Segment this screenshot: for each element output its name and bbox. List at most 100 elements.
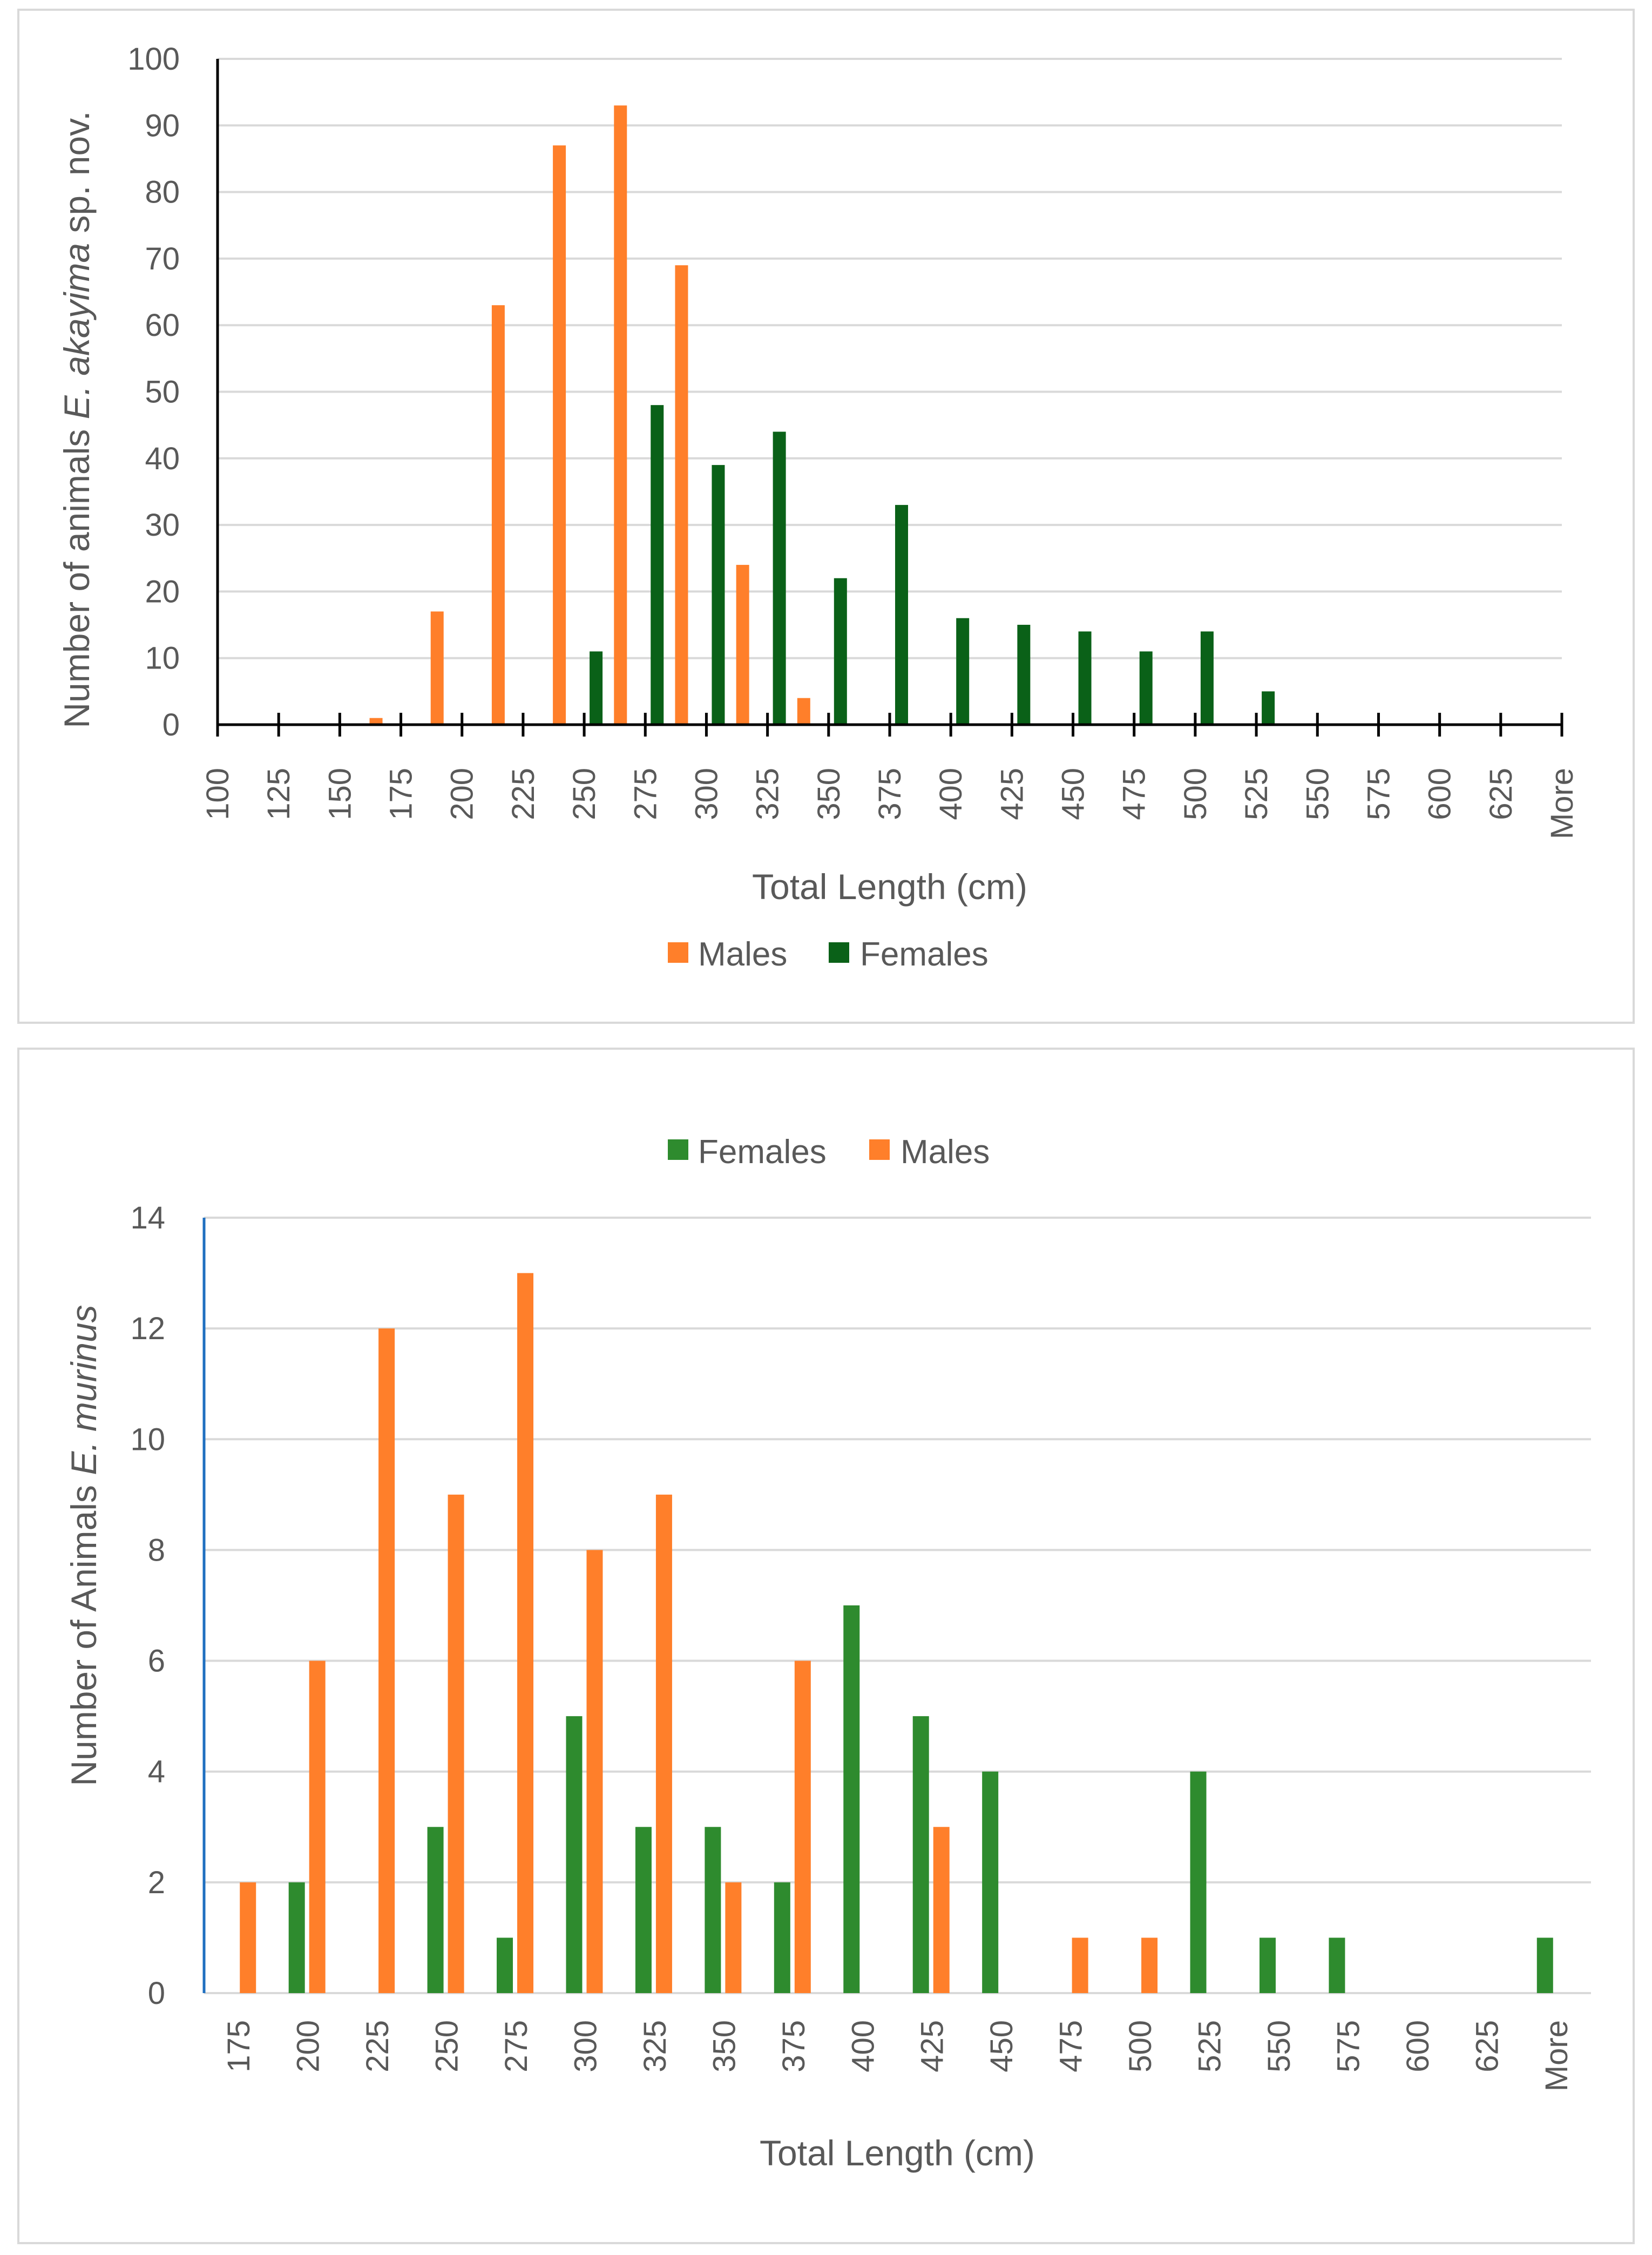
c2-x-axis-title: Total Length (cm) [760, 2133, 1035, 2173]
c1-y-tick-label: 50 [145, 375, 180, 410]
c1-x-tick-label: 275 [628, 768, 663, 820]
c1-legend-swatch-males [668, 942, 688, 963]
c1-legend-label-males: Males [698, 936, 787, 973]
c1-bar-males [736, 565, 749, 725]
c1-x-tick-label: 300 [689, 768, 724, 820]
c2-x-tick-label: 250 [430, 2020, 465, 2072]
c1-bar-females [712, 465, 725, 725]
c1-bar-females [956, 618, 970, 725]
c1-bar-females [651, 405, 664, 725]
c2-bar-females [635, 1827, 652, 1993]
c1-x-tick-label: 425 [994, 768, 1030, 820]
c1-bar-females [1200, 631, 1214, 725]
c2-y-axis-title: Number of Animals E. murinus [64, 1305, 104, 1786]
c1-y-tick-label: 30 [145, 508, 180, 543]
c1-axes [216, 59, 1563, 737]
c1-x-tick-label: 325 [750, 768, 786, 820]
c1-y-tick-label: 60 [145, 308, 180, 343]
c1-bar-males [675, 265, 688, 725]
c1-gridlines [218, 58, 1562, 659]
c1-x-tick-label: 600 [1423, 768, 1458, 820]
c1-x-tick-label: 625 [1484, 768, 1519, 820]
c2-x-tick-label: 275 [499, 2020, 534, 2072]
c1-x-tick-label: 550 [1300, 768, 1335, 820]
c2-legend: Females Males [668, 1133, 990, 1171]
c2-legend-label-males: Males [901, 1133, 990, 1171]
c2-legend-swatch-males [869, 1139, 890, 1160]
chart-murinus: 0 2 4 6 8 10 12 14 175 200 225 250 275 300 325 350 375 4… [64, 1133, 1591, 2173]
c2-x-tick-label: 525 [1193, 2020, 1228, 2072]
c2-x-tick-label: 550 [1262, 2020, 1297, 2072]
c1-bar-males [491, 305, 505, 725]
c1-x-axis-title: Total Length (cm) [752, 867, 1027, 907]
c2-x-tick-label: 375 [776, 2020, 811, 2072]
c2-bar-males [655, 1494, 672, 1993]
c2-y-tick-label: 6 [148, 1644, 165, 1679]
c2-bar-females [497, 1937, 513, 1993]
c2-bar-females [982, 1771, 999, 1993]
c1-x-tick-label: 450 [1056, 768, 1091, 820]
c1-legend-label-females: Females [860, 936, 989, 973]
c1-bar-females [1262, 691, 1275, 725]
c1-x-tick-label: More [1545, 768, 1580, 839]
c1-x-tick-label: 225 [506, 768, 541, 820]
c1-x-tick-label: 525 [1239, 768, 1274, 820]
c2-gridlines [204, 1217, 1591, 1994]
c1-x-tick-label: 575 [1361, 768, 1396, 820]
chart-panel-akayima [17, 9, 1635, 1024]
c1-bar-females [590, 651, 603, 725]
c2-bar-males [933, 1827, 950, 1993]
c2-x-tick-label: 600 [1400, 2020, 1436, 2072]
c2-bar-females [427, 1827, 444, 1993]
c2-bar-females [288, 1882, 305, 1993]
c1-y-tick-label: 70 [145, 241, 180, 276]
c2-x-tick-label: 225 [360, 2020, 395, 2072]
c2-y-tick-label: 2 [148, 1865, 165, 1900]
c2-x-tick-label: 500 [1123, 2020, 1158, 2072]
c1-x-tick-label: 475 [1117, 768, 1152, 820]
c2-legend-swatch-females [668, 1139, 688, 1160]
c2-bar-males [309, 1660, 326, 1993]
c1-bar-females [773, 431, 786, 725]
c2-bar-males [794, 1660, 811, 1993]
c1-x-tick-label: 175 [384, 768, 419, 820]
c1-bar-females [895, 505, 908, 725]
c2-y-tick-label: 12 [130, 1311, 165, 1346]
c2-bar-males [1072, 1937, 1088, 1993]
c2-y-tick-labels: 0 2 4 6 8 10 12 14 [130, 1200, 165, 2011]
c1-bar-males [369, 718, 383, 725]
c2-bar-females [912, 1716, 929, 1993]
c2-bar-females [1190, 1771, 1207, 1993]
c1-x-tick-labels: 100 125 150 175 200 225 250 275 300 325 350 375 400 4… [200, 768, 1580, 839]
c2-bar-females [566, 1716, 583, 1993]
c2-x-tick-label: 350 [707, 2020, 742, 2072]
c2-y-tick-label: 8 [148, 1532, 165, 1568]
c1-bar-males [430, 611, 444, 725]
c2-bar-males [517, 1273, 534, 1993]
c2-x-tick-label: 575 [1331, 2020, 1366, 2072]
c2-x-tick-labels: 175 200 225 250 275 300 325 350 375 400 425 450 475 5… [221, 2020, 1574, 2091]
c2-x-tick-label: 400 [845, 2020, 881, 2072]
c2-bar-males [586, 1550, 603, 1993]
c1-y-tick-label: 80 [145, 175, 180, 210]
c2-x-tick-label: 475 [1054, 2020, 1089, 2072]
c1-bar-males [553, 145, 566, 725]
c2-bars [240, 1273, 1553, 1993]
c1-x-tick-label: 250 [567, 768, 602, 820]
c2-bar-males [240, 1882, 256, 1993]
c2-x-tick-label: 325 [638, 2020, 673, 2072]
c2-legend-label-females: Females [698, 1133, 827, 1171]
c1-y-tick-label: 10 [145, 641, 180, 676]
c2-x-tick-label: 450 [984, 2020, 1019, 2072]
c2-x-tick-label: 175 [221, 2020, 256, 2072]
c2-y-tick-label: 0 [148, 1976, 165, 2011]
chart-panel-murinus [17, 1048, 1635, 2244]
c1-bars [369, 105, 1275, 725]
c1-y-tick-labels: 0 10 20 30 40 50 60 70 80 90 100 [127, 42, 180, 742]
c2-bar-females [1329, 1937, 1345, 1993]
c2-bar-males [378, 1328, 395, 1993]
c2-bar-males [725, 1882, 742, 1993]
c1-bar-females [1017, 625, 1031, 725]
c1-x-tick-label: 100 [200, 768, 235, 820]
